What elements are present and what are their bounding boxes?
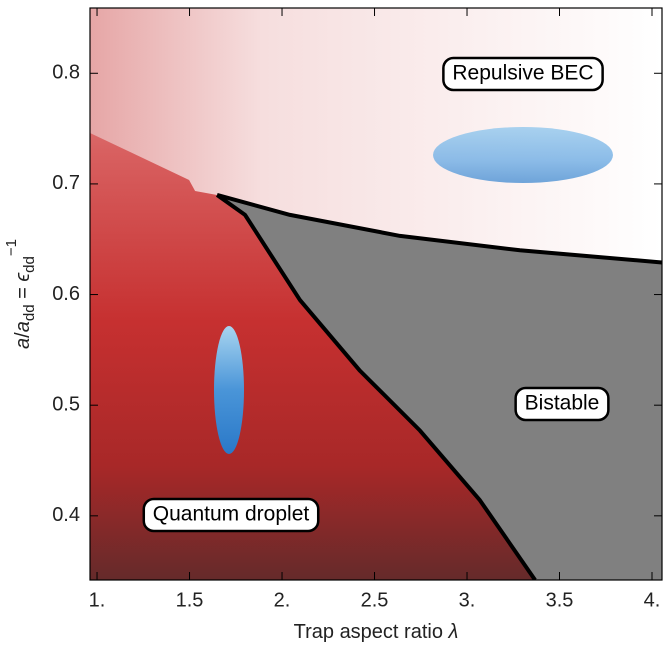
x-tick-label: 2.5 <box>361 589 389 611</box>
x-axis-label: Trap aspect ratio λ <box>294 621 459 643</box>
region-label-box <box>442 56 604 92</box>
y-tick-label: 0.7 <box>52 172 80 194</box>
region-label: Repulsive BEC <box>452 62 593 85</box>
y-tick-label: 0.4 <box>52 504 80 526</box>
x-tick-label: 3. <box>459 589 476 611</box>
plot-frame <box>89 7 663 581</box>
plot-area <box>90 8 662 580</box>
y-tick-label: 0.6 <box>52 283 80 305</box>
x-tick-label: 1. <box>89 589 106 611</box>
droplet-shape <box>214 326 244 454</box>
boundary-line <box>216 193 662 265</box>
x-tick-label: 3.5 <box>546 589 574 611</box>
x-tick-label: 1.5 <box>176 589 204 611</box>
boundary-line <box>215 193 537 580</box>
y-axis-label: a/add = ϵdd−1 <box>3 239 38 349</box>
y-tick-label: 0.8 <box>52 62 80 84</box>
region-label-box <box>514 386 610 422</box>
x-tick-label: 4. <box>644 589 661 611</box>
region-label: Bistable <box>525 392 600 415</box>
bistable-region <box>217 194 662 580</box>
x-tick-label: 2. <box>274 589 291 611</box>
bec-shape <box>433 127 613 183</box>
region-label-box <box>142 497 320 533</box>
region-label: Quantum droplet <box>153 503 310 526</box>
y-tick-label: 0.5 <box>52 393 80 415</box>
